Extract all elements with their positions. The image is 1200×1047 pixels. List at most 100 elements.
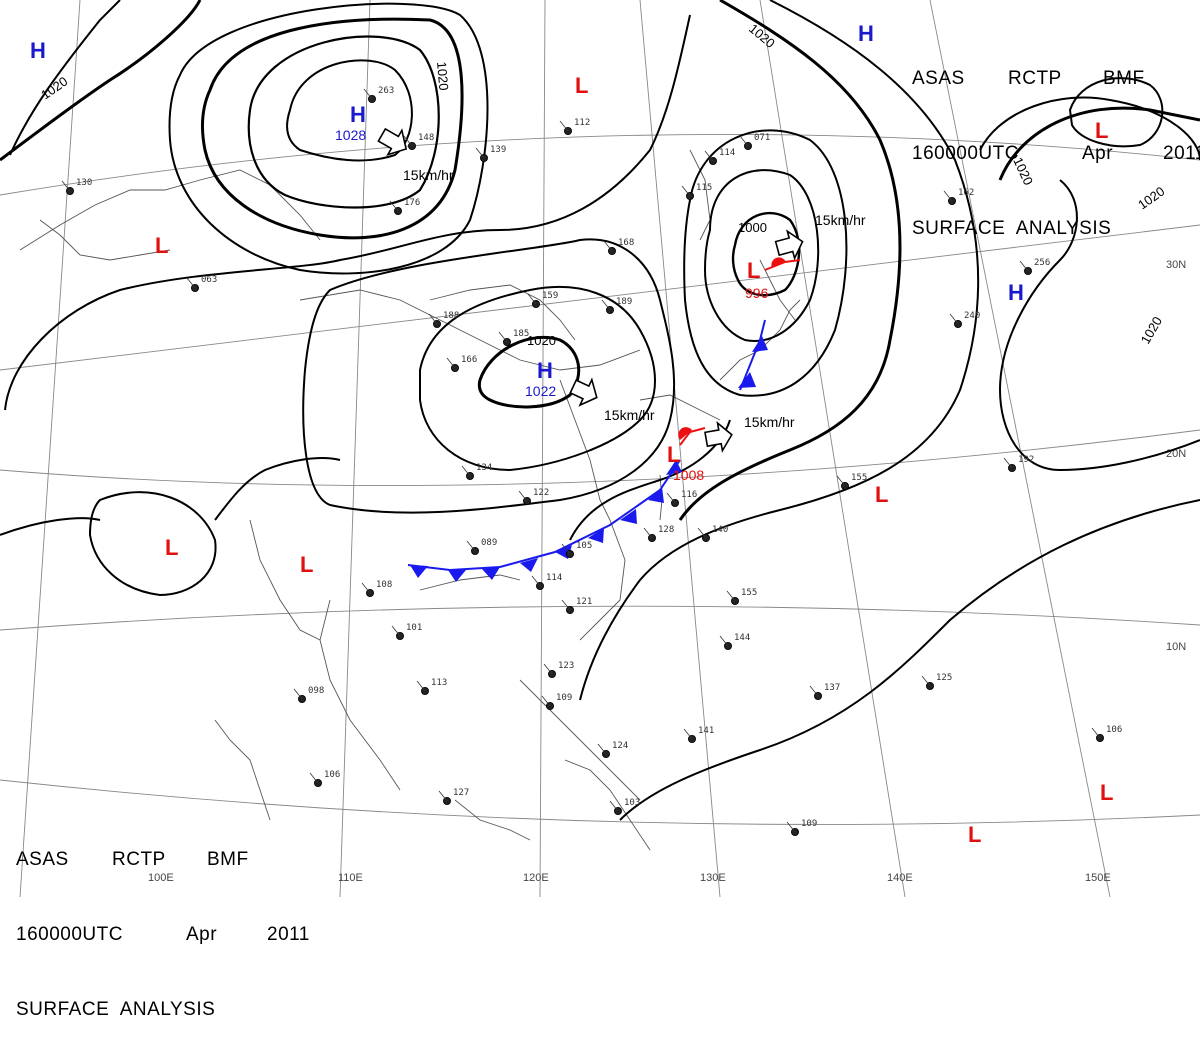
station-pressure-value: 114 <box>719 148 735 158</box>
station-wind-barb <box>949 313 959 325</box>
movement-speed-label: 15km/hr <box>604 407 655 423</box>
station-wind-barb <box>603 240 613 252</box>
station-wind-barb <box>543 663 553 675</box>
isobar-east-high-2 <box>998 106 1200 181</box>
station-wind-barb <box>428 313 438 325</box>
station-wind-barb <box>309 772 319 784</box>
station-pressure-value: 106 <box>1106 725 1122 735</box>
station-wind-barb <box>921 675 931 687</box>
station-wind-barb <box>739 135 749 147</box>
pressure-centers: H H 1028 H 1022 H H L L L L L 996 L 1008… <box>30 21 1113 847</box>
station-pressure-value: 114 <box>546 573 562 583</box>
high-center-marker: H <box>350 102 366 127</box>
lon-label-110e: 110E <box>338 872 363 884</box>
station-pressure-value: 155 <box>851 473 867 483</box>
movement-arrow <box>569 377 598 407</box>
station-wind-barb <box>601 299 611 311</box>
station-pressure-value: 125 <box>936 673 952 683</box>
isobar-label: 1020 <box>434 61 451 91</box>
station-pressure-value: 148 <box>418 133 434 143</box>
isobar-L-ne <box>1068 77 1164 148</box>
low-center-marker: L <box>300 552 313 577</box>
isobar-southwest <box>0 517 101 536</box>
isobar-central-band <box>302 238 676 514</box>
cold-front-pip <box>620 509 637 524</box>
movement-speed-label: 15km/hr <box>815 212 866 228</box>
station-pressure-value: 103 <box>624 798 640 808</box>
isobar-mid-band <box>4 14 691 411</box>
station-pressure-value: 116 <box>681 490 697 500</box>
cold-front <box>407 319 768 582</box>
station-pressure-value: 109 <box>801 819 817 829</box>
header-time: 160000UTC <box>912 143 1019 164</box>
cold-front-pip <box>648 487 664 503</box>
station-pressure-value: 101 <box>406 623 422 633</box>
station-wind-barb <box>531 575 541 587</box>
station-wind-barb <box>391 625 401 637</box>
header-code: BMF <box>207 849 249 870</box>
station-pressure-value: 139 <box>490 145 506 155</box>
station-pressure-value: 240 <box>964 311 980 321</box>
station-wind-barb <box>561 599 571 611</box>
station-pressure-value: 113 <box>431 678 447 688</box>
station-wind-barb <box>61 180 71 192</box>
station-pressure-value: 137 <box>824 683 840 693</box>
low-center-marker: L <box>1095 118 1108 143</box>
lon-label-100e: 100E <box>148 872 174 884</box>
cold-front-pip <box>738 372 756 388</box>
high-center-marker: H <box>537 358 553 383</box>
station-pressure-value: 123 <box>558 661 574 671</box>
header-product: SURFACE ANALYSIS <box>912 218 1112 239</box>
station-wind-barb <box>498 331 508 343</box>
map-header-top-right: ASAS RCTP BMF 160000UTC Apr 2011 SURFACE… <box>912 16 1200 266</box>
header-product: SURFACE ANALYSIS <box>16 999 216 1020</box>
station-wind-barb <box>186 277 196 289</box>
lon-label-150e: 150E <box>1085 872 1111 884</box>
low-center-marker: L <box>1100 780 1113 805</box>
station-wind-barb <box>541 695 551 707</box>
station-pressure-value: 155 <box>741 588 757 598</box>
station-wind-barb <box>809 685 819 697</box>
isobar-996-outer <box>703 169 820 342</box>
station-wind-barb <box>643 527 653 539</box>
station-pressure-value: 192 <box>1018 455 1034 465</box>
station-wind-barb <box>466 540 476 552</box>
isobar-outer-north <box>168 2 489 275</box>
movement-speed-label: 15km/hr <box>744 414 795 430</box>
station-pressure-value: 112 <box>574 118 590 128</box>
low-center-pressure: 996 <box>745 285 769 301</box>
isobar-1022-outer <box>419 286 656 472</box>
station-pressure-value: 108 <box>376 580 392 590</box>
station-pressure-value: 185 <box>513 329 529 339</box>
station-pressure-value: 128 <box>658 525 674 535</box>
station-wind-barb <box>666 492 676 504</box>
station-pressure-value: 130 <box>76 178 92 188</box>
low-center-marker: L <box>747 258 760 283</box>
station-pressure-value: 071 <box>754 133 770 143</box>
cold-front-pip <box>448 570 466 582</box>
station-wind-barb <box>683 728 693 740</box>
station-pressure-value: 109 <box>556 693 572 703</box>
cold-front-pip <box>410 565 428 578</box>
station-wind-barb <box>461 465 471 477</box>
movement-arrow <box>377 127 408 156</box>
station-pressure-value: 162 <box>958 188 974 198</box>
isobar-east-high <box>979 96 1200 161</box>
header-month: Apr <box>186 924 218 945</box>
low-center-marker: L <box>575 73 588 98</box>
movement-arrows <box>377 127 804 453</box>
station-wind-barb <box>704 150 714 162</box>
station-pressure-value: 140 <box>712 525 728 535</box>
low-center-marker: L <box>165 535 178 560</box>
low-center-pressure: 1008 <box>673 467 704 483</box>
warm-front <box>678 257 801 446</box>
station-wind-barb <box>403 135 413 147</box>
station-pressure-value: 122 <box>533 488 549 498</box>
station-pressure-value: 159 <box>542 291 558 301</box>
movement-arrow <box>704 421 733 453</box>
station-wind-barb <box>1019 260 1029 272</box>
warm-front-pip <box>771 257 786 268</box>
isobar-inner-ring <box>247 35 440 209</box>
movement-labels: 15km/hr 15km/hr 15km/hr 15km/hr <box>403 167 866 430</box>
high-center-pressure: 1022 <box>525 383 556 399</box>
